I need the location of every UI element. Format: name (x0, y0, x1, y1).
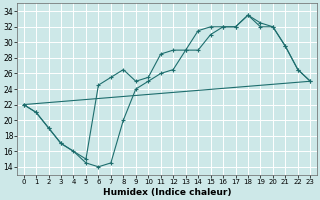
X-axis label: Humidex (Indice chaleur): Humidex (Indice chaleur) (103, 188, 231, 197)
